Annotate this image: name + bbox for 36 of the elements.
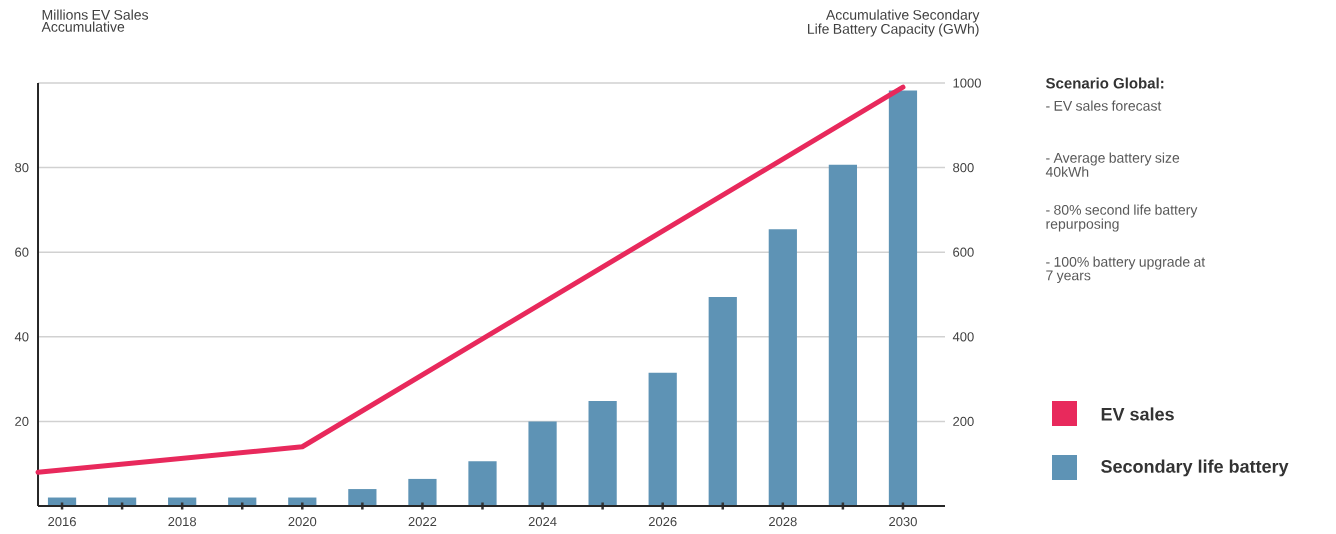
y2-tick-label: 1000: [953, 78, 981, 88]
bar: [468, 461, 497, 506]
legend-label: Secondary life battery: [1101, 459, 1289, 477]
y-tick-label: 80: [15, 162, 29, 173]
bar: [588, 401, 617, 506]
bar: [348, 489, 377, 506]
y2-tick-label: 200: [953, 416, 974, 426]
x-tick-label: 2028: [769, 517, 797, 527]
bar: [648, 372, 677, 506]
y-tick-label: 60: [15, 247, 29, 257]
text: - 100% battery upgrade at 7 years: [1046, 256, 1206, 284]
x-tick-label: 2018: [168, 517, 197, 527]
legend-label: EV sales: [1101, 407, 1174, 421]
bar: [528, 421, 557, 506]
bar: [408, 478, 437, 506]
text: - EV sales forecast: [1046, 100, 1162, 111]
bar: [708, 297, 737, 506]
x-tick-label: 2024: [528, 517, 557, 527]
text: - Average battery size 40kWh: [1045, 152, 1180, 177]
y2-tick-label: 600: [953, 247, 974, 257]
y-tick-label: 40: [14, 332, 29, 342]
x-tick-label: 2022: [408, 517, 437, 527]
y2-tick-label: 400: [952, 332, 974, 342]
y2-tick-label: 800: [953, 162, 974, 173]
y2-axis-title: Accumulative Secondary Life Battery Capacity (GWh): [808, 9, 980, 37]
bar: [828, 164, 858, 506]
bar: [888, 90, 918, 506]
y-tick-label: 20: [15, 416, 29, 426]
text: Scenario Global:: [1045, 77, 1164, 89]
x-tick-label: 2020: [288, 517, 317, 527]
text: - 80% second life battery repurposing: [1046, 204, 1198, 232]
y-axis-title: Millions EV Sales Accumulative: [41, 9, 149, 32]
bar: [768, 229, 797, 506]
x-tick-label: 2026: [648, 517, 677, 527]
x-tick-label: 2016: [48, 517, 76, 527]
x-tick-label: 2030: [889, 517, 917, 527]
